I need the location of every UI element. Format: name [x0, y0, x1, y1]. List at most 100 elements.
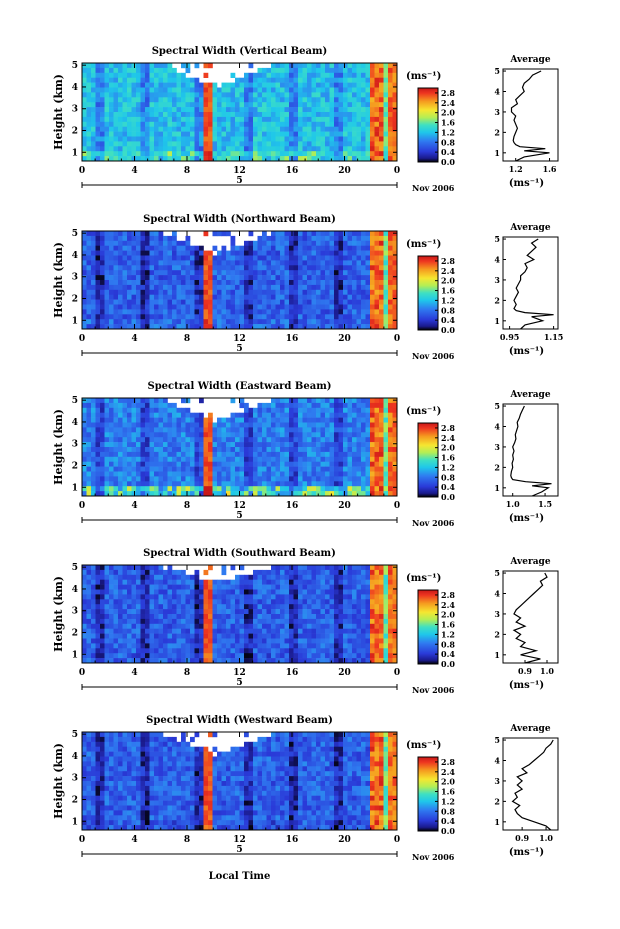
heatmap-cell [104, 427, 110, 433]
heatmap-cell [95, 87, 101, 93]
heatmap-cell [289, 146, 294, 152]
heatmap-cell [230, 628, 236, 634]
heatmap-cell [230, 121, 236, 127]
heatmap-cell [145, 638, 150, 644]
heatmap-cell [316, 136, 321, 142]
heatmap-cell [307, 112, 312, 118]
heatmap-cell [158, 126, 164, 132]
heatmap-cell [199, 614, 204, 620]
heatmap-cell [181, 599, 186, 605]
heatmap-cell [338, 141, 344, 147]
heatmap-cell [311, 126, 317, 132]
heatmap-cell [212, 623, 218, 629]
heatmap-cell [172, 643, 177, 649]
heatmap-cell [334, 112, 339, 118]
heatmap-cell [248, 245, 254, 251]
heatmap-cell [316, 314, 321, 320]
heatmap-cell [320, 402, 326, 409]
heatmap-cell [176, 77, 182, 83]
heatmap-cell [217, 437, 222, 443]
heatmap-cell [374, 136, 380, 142]
heatmap-cell [82, 643, 87, 649]
heatmap-cell [293, 402, 299, 409]
heatmap-cell [172, 481, 177, 487]
heatmap-cell [370, 427, 375, 433]
heatmap-cell [217, 604, 222, 610]
heatmap-cell [311, 461, 317, 467]
heatmap-cell [356, 437, 362, 443]
heatmap-cell [365, 437, 371, 443]
heatmap-cell [271, 72, 276, 78]
heatmap-cell [365, 476, 371, 482]
heatmap-cell [275, 116, 281, 123]
heatmap-cell [289, 471, 294, 477]
avg-y-tick-label: 2 [494, 127, 500, 137]
heatmap-cell [271, 250, 276, 256]
heatmap-cell [334, 107, 339, 113]
heatmap-cell [163, 486, 168, 492]
heatmap-cell [203, 614, 209, 620]
heatmap-cell [136, 151, 141, 157]
heatmap-cell [379, 151, 384, 157]
heatmap-cell [271, 245, 276, 251]
heatmap-cell [212, 107, 218, 113]
heatmap-cell [122, 299, 128, 305]
heatmap-cell [149, 442, 155, 448]
heatmap-cell [86, 417, 92, 423]
heatmap-cell [136, 131, 141, 137]
heatmap-cell [221, 289, 227, 295]
heatmap-cell [86, 432, 92, 438]
heatmap-cell [262, 412, 267, 418]
heatmap-cell [298, 491, 303, 497]
heatmap-cell [91, 309, 96, 315]
heatmap-cell [338, 92, 344, 98]
heatmap-cell [208, 314, 213, 320]
heatmap-cell [361, 235, 366, 242]
heatmap-cell [145, 466, 150, 472]
heatmap-cell [100, 569, 105, 576]
heatmap-cell [253, 82, 258, 88]
heatmap-cell [275, 451, 281, 458]
heatmap-cell [356, 284, 362, 291]
heatmap-cell [140, 87, 146, 93]
heatmap-cell [311, 486, 317, 492]
heatmap-cell [230, 260, 236, 266]
heatmap-cell [365, 146, 371, 152]
heatmap-cell [167, 584, 173, 590]
heatmap-cell [122, 451, 128, 458]
heatmap-cell [352, 447, 357, 453]
heatmap-cell [383, 314, 389, 320]
heatmap-cell [275, 141, 281, 147]
heatmap-cell [131, 442, 137, 448]
heatmap-cell [343, 240, 348, 246]
heatmap-cell [284, 260, 290, 266]
heatmap-cell [82, 156, 87, 162]
heatmap-cell [329, 422, 335, 428]
heatmap-cell [167, 304, 173, 310]
heatmap-cell [298, 309, 303, 315]
heatmap-cell [262, 280, 267, 286]
heatmap-cell [136, 456, 141, 462]
heatmap-cell [127, 451, 132, 458]
heatmap-cell [280, 102, 285, 108]
heatmap-cell [136, 82, 141, 88]
heatmap-cell [122, 289, 128, 295]
heatmap-cell [163, 299, 168, 305]
heatmap-cell [307, 235, 312, 242]
heatmap-cell [221, 284, 227, 291]
heatmap-cell [347, 417, 353, 423]
heatmap-cell [158, 235, 164, 242]
heatmap-cell [235, 299, 240, 305]
heatmap-cell [221, 609, 227, 615]
heatmap-cell [145, 471, 150, 477]
heatmap-cell [212, 112, 218, 118]
heatmap-cell [239, 422, 245, 428]
heatmap-cell [208, 82, 213, 88]
heatmap-cell [374, 141, 380, 147]
heatmap-cell [95, 584, 101, 590]
heatmap-cell [217, 633, 222, 639]
heatmap-cell [293, 67, 299, 74]
heatmap-cell [140, 121, 146, 127]
heatmap-cell [190, 270, 195, 276]
heatmap-cell [280, 255, 285, 261]
